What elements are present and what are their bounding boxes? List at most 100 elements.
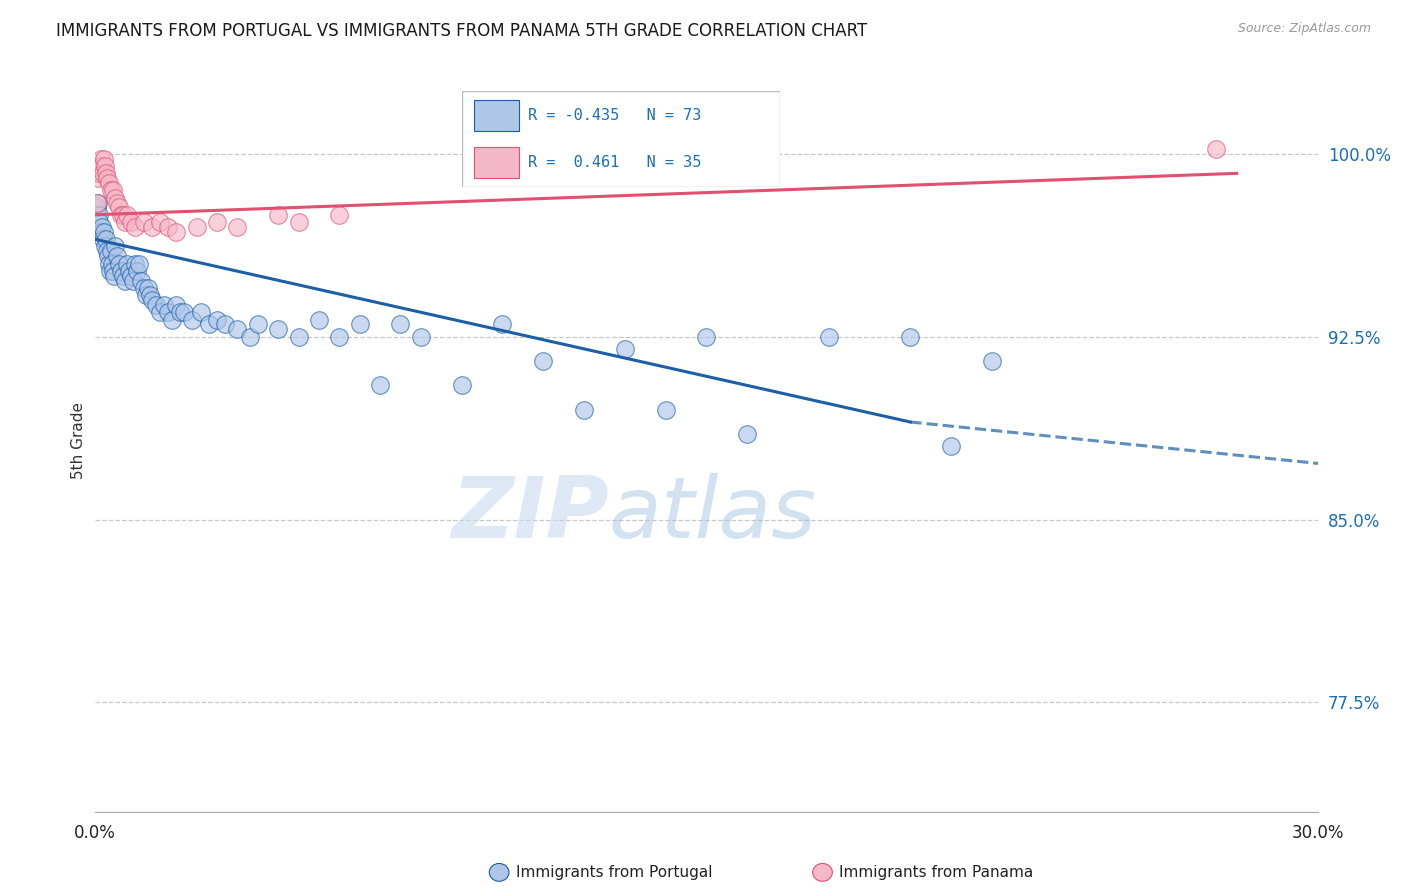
Point bbox=[91, 232, 114, 246]
Point bbox=[287, 329, 309, 343]
Point bbox=[349, 318, 371, 332]
Point bbox=[105, 195, 128, 210]
Point bbox=[108, 256, 131, 270]
Point bbox=[90, 219, 112, 234]
Point bbox=[186, 219, 208, 234]
Point bbox=[96, 171, 118, 186]
Point bbox=[100, 183, 122, 197]
Point bbox=[328, 329, 350, 343]
Point bbox=[654, 402, 676, 417]
Point bbox=[169, 305, 191, 319]
Point bbox=[132, 281, 155, 295]
Point bbox=[141, 293, 163, 307]
Point bbox=[226, 219, 249, 234]
Point bbox=[128, 256, 150, 270]
Text: Immigrants from Portugal: Immigrants from Portugal bbox=[516, 865, 713, 880]
Point bbox=[89, 215, 111, 229]
Point bbox=[115, 256, 138, 270]
Point bbox=[110, 264, 132, 278]
Point bbox=[100, 244, 122, 259]
Text: IMMIGRANTS FROM PORTUGAL VS IMMIGRANTS FROM PANAMA 5TH GRADE CORRELATION CHART: IMMIGRANTS FROM PORTUGAL VS IMMIGRANTS F… bbox=[56, 22, 868, 40]
Point bbox=[98, 264, 121, 278]
Point bbox=[138, 288, 160, 302]
Text: Source: ZipAtlas.com: Source: ZipAtlas.com bbox=[1237, 22, 1371, 36]
Point bbox=[267, 322, 290, 336]
Point bbox=[110, 208, 132, 222]
Point bbox=[145, 298, 167, 312]
Point bbox=[96, 244, 118, 259]
Point bbox=[122, 274, 145, 288]
Point bbox=[287, 215, 309, 229]
Point bbox=[93, 152, 115, 166]
Point bbox=[124, 256, 146, 270]
Point bbox=[149, 215, 172, 229]
Text: 30.0%: 30.0% bbox=[1292, 824, 1344, 842]
Point bbox=[409, 329, 432, 343]
Point bbox=[308, 312, 330, 326]
Point bbox=[118, 264, 141, 278]
Point bbox=[90, 225, 112, 239]
Point bbox=[156, 305, 179, 319]
Point bbox=[103, 268, 125, 283]
Text: 0.0%: 0.0% bbox=[73, 824, 115, 842]
Point bbox=[328, 208, 350, 222]
Y-axis label: 5th Grade: 5th Grade bbox=[72, 401, 86, 479]
Point bbox=[153, 298, 176, 312]
Point bbox=[91, 166, 114, 180]
Point bbox=[114, 274, 136, 288]
Point bbox=[165, 298, 187, 312]
Point bbox=[89, 159, 111, 173]
Point bbox=[981, 354, 1004, 368]
Point bbox=[132, 215, 155, 229]
Point bbox=[127, 264, 149, 278]
Point bbox=[136, 281, 159, 295]
Point bbox=[97, 176, 120, 190]
Point bbox=[105, 249, 128, 263]
Point bbox=[120, 215, 142, 229]
Point bbox=[90, 152, 112, 166]
Point bbox=[205, 215, 228, 229]
Point bbox=[124, 219, 146, 234]
Point bbox=[94, 166, 117, 180]
Point bbox=[239, 329, 262, 343]
Point bbox=[131, 274, 153, 288]
Point bbox=[160, 312, 183, 326]
Point bbox=[94, 239, 117, 253]
Point bbox=[572, 402, 595, 417]
Point bbox=[114, 215, 136, 229]
Point bbox=[491, 318, 513, 332]
Text: Immigrants from Panama: Immigrants from Panama bbox=[839, 865, 1033, 880]
Point bbox=[450, 378, 472, 392]
Point bbox=[389, 318, 412, 332]
Point bbox=[613, 342, 636, 356]
Point bbox=[100, 256, 122, 270]
Point bbox=[226, 322, 249, 336]
Point bbox=[87, 166, 110, 180]
Point bbox=[97, 256, 120, 270]
Point bbox=[94, 232, 117, 246]
Point bbox=[112, 208, 135, 222]
Point bbox=[368, 378, 391, 392]
Point bbox=[112, 268, 135, 283]
Point bbox=[90, 159, 112, 173]
Point bbox=[173, 305, 195, 319]
Point bbox=[735, 427, 758, 442]
Point bbox=[941, 439, 963, 453]
Point bbox=[86, 201, 108, 215]
Point bbox=[156, 219, 179, 234]
Point bbox=[101, 183, 124, 197]
Text: atlas: atlas bbox=[609, 473, 817, 556]
Point bbox=[205, 312, 228, 326]
Point bbox=[267, 208, 290, 222]
Point bbox=[104, 191, 127, 205]
Point bbox=[141, 219, 163, 234]
Point bbox=[531, 354, 554, 368]
Point bbox=[87, 208, 110, 222]
Point bbox=[165, 225, 187, 239]
Point bbox=[246, 318, 269, 332]
Point bbox=[97, 249, 120, 263]
Point bbox=[87, 171, 110, 186]
Text: ZIP: ZIP bbox=[451, 473, 609, 556]
Point bbox=[101, 264, 124, 278]
Point bbox=[135, 288, 157, 302]
